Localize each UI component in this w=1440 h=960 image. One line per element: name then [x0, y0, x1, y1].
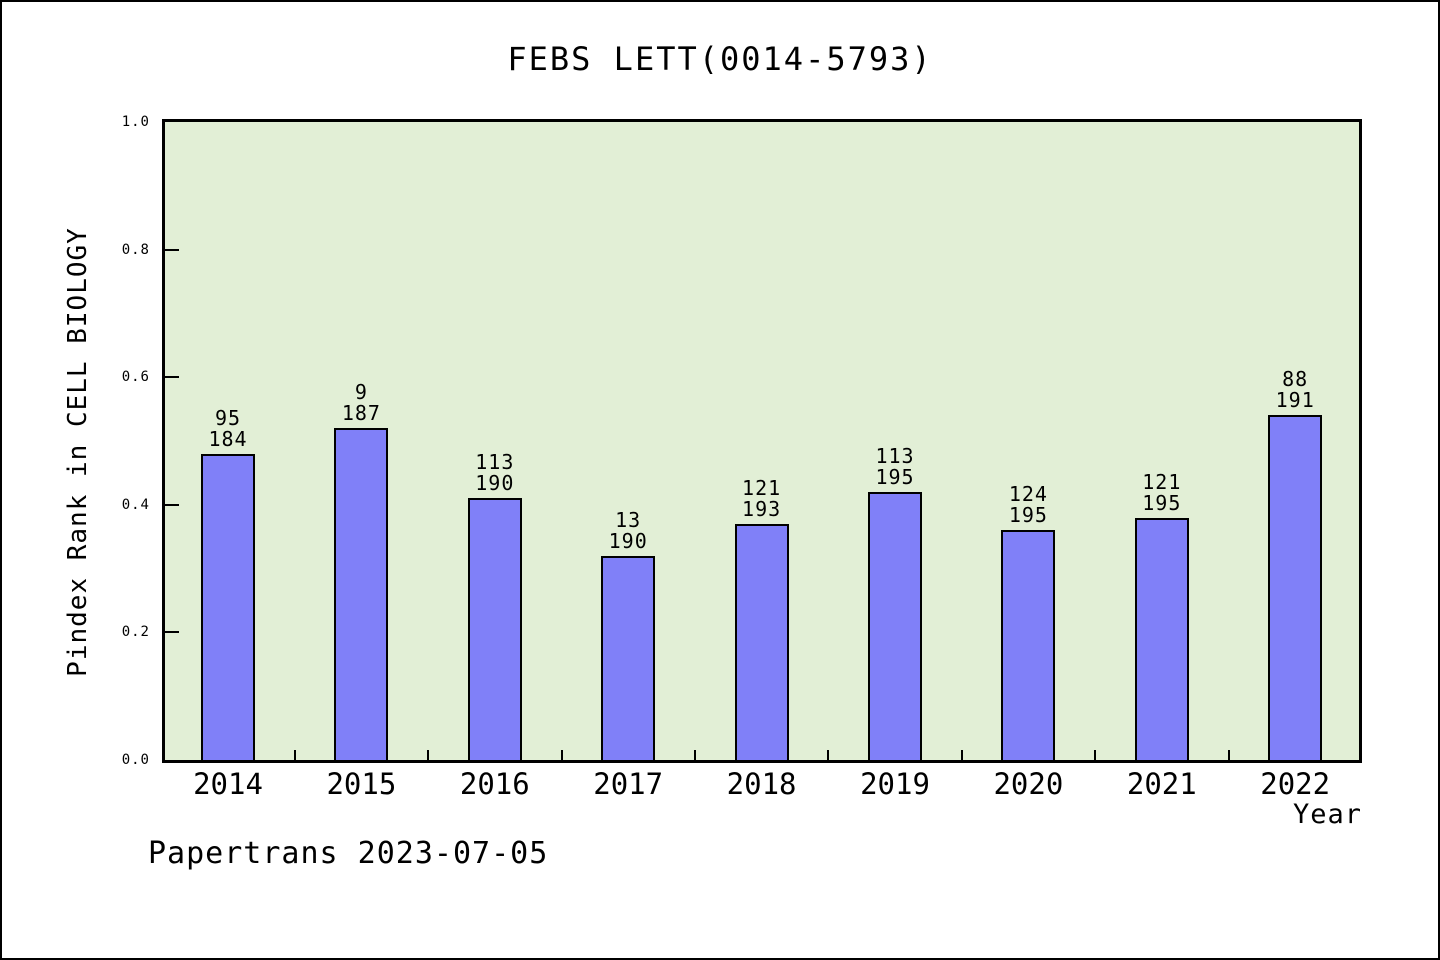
x-tick-label-2020: 2020 [993, 767, 1064, 801]
chart-title: FEBS LETT(0014-5793) [507, 40, 933, 78]
bar-2018 [734, 523, 789, 760]
x-minor-tick-mark [560, 750, 563, 760]
bar-total-value: 195 [1008, 503, 1048, 528]
bar-2019 [868, 492, 922, 760]
bar-rank-value: 121 [742, 475, 782, 500]
x-tick-label-2019: 2019 [860, 767, 930, 801]
x-tick-label-2016: 2016 [459, 767, 530, 801]
bar-value-label-2019: 113 195 [825, 446, 965, 488]
x-tick-label-2021: 2021 [1126, 767, 1197, 801]
bar-value-label-2016: 113 190 [425, 452, 565, 494]
bar-total-value: 184 [208, 426, 248, 451]
x-tick-label-2015: 2015 [326, 767, 397, 801]
bar-total-value: 195 [1142, 490, 1182, 515]
bar-value-label-2017: 13 190 [558, 507, 698, 553]
plot-area: 95 184 9 187 113 190 13 190 121 193 113 195 124 195 12… [162, 119, 1362, 763]
y-tick-mark [165, 248, 179, 251]
y-tick-label: 0.0 [121, 752, 150, 768]
bar-value-label-2021: 121 195 [1092, 469, 1232, 515]
x-tick-label-2017: 2017 [593, 767, 664, 801]
y-tick-label: 0.4 [121, 496, 150, 513]
x-minor-tick-mark [1094, 750, 1097, 760]
bar-total-value: 190 [608, 528, 648, 553]
x-minor-tick-mark [293, 750, 296, 760]
bar-total-value: 195 [875, 465, 915, 490]
y-tick-mark [165, 376, 179, 379]
x-minor-tick-mark [960, 750, 963, 760]
x-axis-label: Year [1292, 799, 1362, 830]
bar-rank-value: 9 [354, 380, 368, 405]
bar-value-label-2014: 95 184 [158, 405, 298, 451]
bar-total-value: 187 [341, 401, 381, 426]
bar-rank-value: 113 [875, 444, 915, 469]
bar-rank-value: 113 [475, 450, 515, 475]
bar-value-label-2022: 88 191 [1225, 369, 1365, 411]
bar-rank-value: 13 [615, 507, 642, 532]
bar-value-label-2018: 121 193 [692, 475, 832, 521]
y-tick-label: 0.6 [121, 369, 150, 386]
x-minor-tick-mark [427, 750, 430, 760]
y-axis-label: Pindex Rank in CELL BIOLOGY [63, 227, 93, 677]
bar-value-label-2015: 9 187 [291, 382, 431, 424]
bar-total-value: 193 [742, 496, 782, 521]
bar-2017 [601, 555, 656, 760]
bar-2016 [467, 498, 522, 760]
x-tick-label-2014: 2014 [193, 767, 263, 801]
bar-2022 [1268, 415, 1323, 760]
bar-2020 [1001, 530, 1056, 760]
x-minor-tick-mark [827, 750, 830, 760]
y-tick-mark [165, 503, 179, 506]
y-tick-label: 0.8 [121, 241, 150, 258]
x-tick-label-2022: 2022 [1260, 767, 1331, 801]
x-minor-tick-mark [1227, 750, 1230, 760]
bar-2021 [1134, 517, 1189, 760]
y-tick-label: 0.2 [121, 624, 150, 641]
bar-total-value: 190 [475, 471, 515, 496]
y-tick-mark [165, 631, 179, 634]
x-tick-label-2018: 2018 [726, 767, 797, 801]
bar-rank-value: 121 [1142, 469, 1182, 494]
bar-total-value: 191 [1275, 388, 1315, 413]
y-tick-label: 1.0 [121, 114, 150, 130]
bar-2015 [334, 428, 389, 760]
bar-2014 [201, 453, 255, 760]
footer-text: Papertrans 2023-07-05 [148, 836, 549, 871]
x-minor-tick-mark [693, 750, 696, 760]
bar-rank-value: 124 [1008, 482, 1048, 507]
bar-value-label-2020: 124 195 [958, 484, 1098, 526]
bar-rank-value: 88 [1282, 367, 1309, 392]
bar-rank-value: 95 [214, 405, 242, 430]
